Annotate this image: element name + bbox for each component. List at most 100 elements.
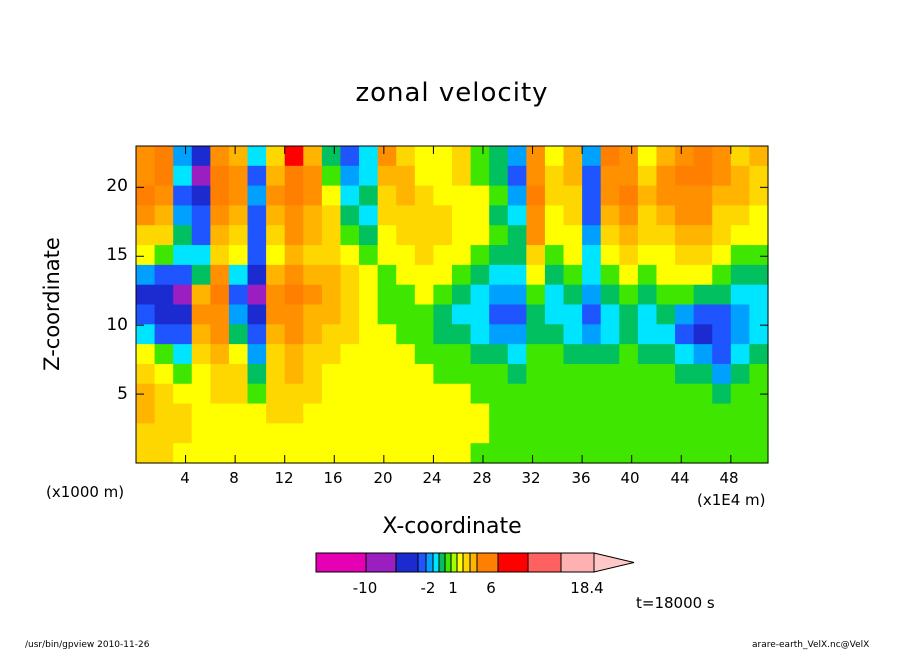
heatmap-cell bbox=[396, 443, 416, 464]
heatmap-cell bbox=[136, 264, 156, 286]
heatmap-cell bbox=[693, 284, 713, 306]
heatmap-cell bbox=[600, 284, 620, 306]
y-tick-label: 15 bbox=[106, 245, 128, 265]
heatmap-cell bbox=[433, 185, 453, 207]
heatmap-cell bbox=[154, 324, 174, 345]
heatmap-cell bbox=[507, 165, 527, 187]
heatmap-cell bbox=[656, 165, 676, 187]
heatmap-cell bbox=[730, 304, 751, 325]
heatmap-cell bbox=[377, 423, 397, 444]
colorbar bbox=[315, 552, 635, 573]
heatmap-cell bbox=[712, 344, 732, 365]
heatmap-cell bbox=[136, 165, 156, 187]
heatmap-cell bbox=[266, 185, 286, 207]
heatmap-cell bbox=[377, 403, 397, 424]
colorbar-segment bbox=[417, 552, 427, 573]
heatmap-cell bbox=[470, 245, 490, 266]
heatmap-cell bbox=[507, 245, 527, 266]
x-scale-note-right: (x1E4 m) bbox=[697, 491, 766, 509]
heatmap-cell bbox=[600, 363, 620, 385]
heatmap-cell bbox=[470, 383, 490, 405]
heatmap-cell bbox=[154, 225, 174, 246]
heatmap-cell bbox=[619, 383, 639, 405]
heatmap-cell bbox=[396, 403, 416, 424]
heatmap-cell bbox=[675, 423, 695, 444]
heatmap-cell bbox=[228, 284, 249, 306]
heatmap-cell bbox=[600, 165, 620, 187]
heatmap-cell bbox=[303, 245, 323, 266]
heatmap-cell bbox=[228, 185, 249, 207]
heatmap-cell bbox=[173, 344, 193, 365]
heatmap-cell bbox=[284, 146, 304, 167]
heatmap-cell bbox=[228, 304, 249, 325]
colorbar-label: 6 bbox=[486, 579, 496, 597]
heatmap-cell bbox=[544, 284, 565, 306]
heatmap-cell bbox=[414, 245, 435, 266]
heatmap-cell bbox=[693, 423, 713, 444]
heatmap-cell bbox=[712, 146, 732, 167]
heatmap-cell bbox=[656, 205, 676, 226]
heatmap-cell bbox=[712, 225, 732, 246]
heatmap-cell bbox=[563, 443, 583, 464]
heatmap-cell bbox=[414, 304, 435, 325]
heatmap-cell bbox=[210, 225, 230, 246]
heatmap-cell bbox=[266, 383, 286, 405]
x-tick-label: 4 bbox=[180, 469, 190, 487]
heatmap-cell bbox=[266, 304, 286, 325]
heatmap-cell bbox=[340, 304, 360, 325]
heatmap-cell bbox=[563, 304, 583, 325]
heatmap-cell bbox=[619, 264, 639, 286]
heatmap-cell bbox=[284, 344, 304, 365]
heatmap-cell bbox=[377, 225, 397, 246]
heatmap-cell bbox=[228, 403, 249, 424]
heatmap-cell bbox=[433, 205, 453, 226]
heatmap-cell bbox=[730, 403, 751, 424]
heatmap-cell bbox=[266, 443, 286, 464]
heatmap-cell bbox=[544, 165, 565, 187]
heatmap-cell bbox=[600, 423, 620, 444]
heatmap-cell bbox=[749, 284, 769, 306]
heatmap-cell bbox=[154, 165, 174, 187]
heatmap-cell bbox=[507, 383, 527, 405]
heatmap-cell bbox=[563, 423, 583, 444]
heatmap-cell bbox=[730, 245, 751, 266]
heatmap-cell bbox=[191, 146, 211, 167]
heatmap-cell bbox=[340, 245, 360, 266]
heatmap-cell bbox=[600, 304, 620, 325]
heatmap-cell bbox=[340, 324, 360, 345]
heatmap-cell bbox=[489, 383, 509, 405]
heatmap-cell bbox=[600, 324, 620, 345]
heatmap-cell bbox=[359, 304, 379, 325]
heatmap-cell bbox=[582, 403, 602, 424]
heatmap-cell bbox=[526, 225, 546, 246]
heatmap-cell bbox=[154, 185, 174, 207]
heatmap-cell bbox=[433, 225, 453, 246]
heatmap-cell bbox=[637, 205, 658, 226]
heatmap-cell bbox=[526, 443, 546, 464]
heatmap-cell bbox=[210, 264, 230, 286]
heatmap-cell bbox=[749, 146, 769, 167]
heatmap-cell bbox=[656, 443, 676, 464]
heatmap-cell bbox=[136, 423, 156, 444]
heatmap-cell bbox=[396, 284, 416, 306]
heatmap-cell bbox=[730, 383, 751, 405]
heatmap-cell bbox=[582, 443, 602, 464]
heatmap-cell bbox=[582, 423, 602, 444]
heatmap-cell bbox=[433, 264, 453, 286]
heatmap-cell bbox=[582, 383, 602, 405]
heatmap-cell bbox=[637, 324, 658, 345]
heatmap-cell bbox=[582, 165, 602, 187]
heatmap-cell bbox=[173, 205, 193, 226]
colorbar-segment bbox=[469, 552, 478, 573]
heatmap-cell bbox=[284, 363, 304, 385]
heatmap-cell bbox=[228, 225, 249, 246]
heatmap-cell bbox=[284, 205, 304, 226]
heatmap-cell bbox=[247, 225, 267, 246]
heatmap-cell bbox=[526, 245, 546, 266]
heatmap-cell bbox=[377, 146, 397, 167]
heatmap-cell bbox=[656, 363, 676, 385]
heatmap-cell bbox=[619, 185, 639, 207]
heatmap-cell bbox=[191, 225, 211, 246]
heatmap-cell bbox=[675, 344, 695, 365]
